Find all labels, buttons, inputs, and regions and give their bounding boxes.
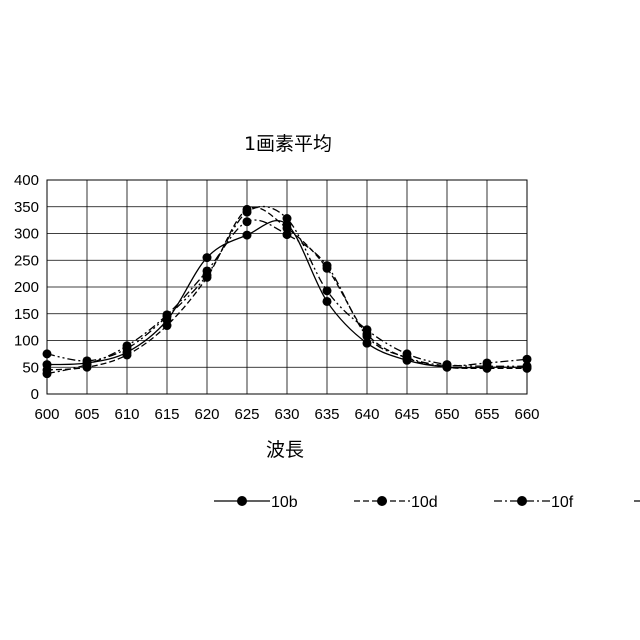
data-point: [283, 214, 292, 223]
legend-item-10f: 10f: [494, 494, 574, 511]
legend-item-10b: 10b: [214, 494, 298, 511]
data-point: [83, 356, 92, 365]
y-axis-ticks: 0 50 100 150 200 250 300 350 400: [14, 172, 39, 403]
legend-item-10h: 10h: [634, 494, 640, 511]
x-tick-label: 655: [474, 406, 499, 423]
x-axis-label: 波長: [266, 439, 304, 461]
chart-title: 1画素平均: [244, 133, 332, 155]
x-tick-label: 610: [114, 406, 139, 423]
x-tick-label: 635: [314, 406, 339, 423]
legend: 10b 10d 10f 10h: [214, 494, 640, 511]
legend-marker: [517, 496, 527, 506]
y-tick-label: 400: [14, 172, 39, 189]
y-tick-label: 0: [31, 386, 39, 403]
data-point: [123, 344, 132, 353]
data-point: [243, 231, 252, 240]
data-point: [163, 321, 172, 330]
legend-label: 10d: [411, 494, 438, 511]
x-tick-label: 640: [354, 406, 379, 423]
x-tick-label: 600: [34, 406, 59, 423]
data-point: [403, 349, 412, 358]
grid: [47, 180, 527, 394]
y-tick-label: 100: [14, 333, 39, 350]
x-tick-label: 605: [74, 406, 99, 423]
y-tick-label: 200: [14, 279, 39, 296]
x-tick-label: 620: [194, 406, 219, 423]
data-point: [323, 297, 332, 306]
data-point: [43, 369, 52, 378]
data-point: [363, 325, 372, 334]
data-point: [163, 312, 172, 321]
data-point: [323, 286, 332, 295]
x-tick-label: 630: [274, 406, 299, 423]
data-point: [243, 217, 252, 226]
y-tick-label: 150: [14, 306, 39, 323]
x-tick-label: 615: [154, 406, 179, 423]
x-axis-ticks: 600 605 610 615 620 625 630 635 640 645 650 655 660: [34, 406, 539, 423]
legend-label: 10b: [271, 494, 298, 511]
legend-marker: [377, 496, 387, 506]
data-point: [523, 362, 532, 371]
data-point: [203, 271, 212, 280]
legend-label: 10f: [551, 494, 574, 511]
x-tick-label: 650: [434, 406, 459, 423]
x-tick-label: 625: [234, 406, 259, 423]
data-point: [483, 362, 492, 371]
data-point: [43, 349, 52, 358]
x-tick-label: 645: [394, 406, 419, 423]
data-point: [203, 253, 212, 262]
y-tick-label: 250: [14, 252, 39, 269]
y-tick-label: 50: [22, 359, 39, 376]
data-point: [243, 208, 252, 217]
data-point: [443, 360, 452, 369]
data-point: [323, 261, 332, 270]
y-tick-label: 350: [14, 199, 39, 216]
legend-item-10d: 10d: [354, 494, 438, 511]
y-tick-label: 300: [14, 226, 39, 243]
x-tick-label: 660: [514, 406, 539, 423]
data-point: [283, 230, 292, 239]
legend-marker: [237, 496, 247, 506]
